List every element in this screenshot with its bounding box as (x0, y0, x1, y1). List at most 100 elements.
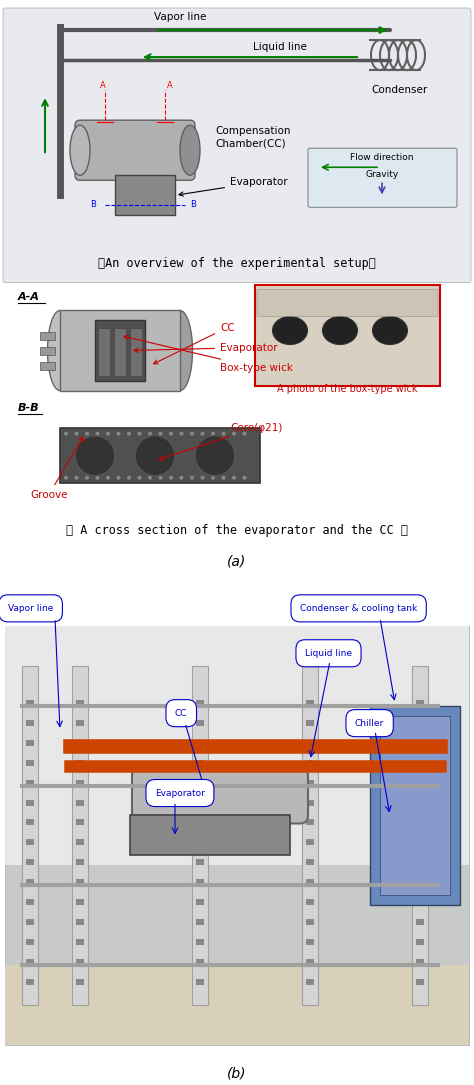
Bar (76, 840, 84, 845)
Bar (306, 979, 314, 985)
Text: Condenser: Condenser (372, 85, 428, 95)
Bar (40, 346, 55, 355)
Text: Flow direction: Flow direction (350, 153, 414, 163)
Bar (95, 320, 145, 381)
Circle shape (137, 475, 142, 480)
Bar (130, 328, 142, 375)
Bar (416, 819, 424, 826)
Circle shape (195, 436, 235, 475)
Circle shape (117, 432, 120, 436)
Circle shape (180, 432, 183, 436)
Bar (192, 666, 208, 1005)
Bar (60, 310, 180, 391)
Bar (306, 760, 314, 766)
FancyBboxPatch shape (75, 120, 195, 180)
Bar (76, 940, 84, 945)
Bar (196, 840, 204, 845)
Text: (a): (a) (228, 554, 246, 569)
Bar (416, 899, 424, 905)
Ellipse shape (167, 310, 192, 391)
Bar (412, 666, 428, 1005)
Circle shape (190, 432, 194, 436)
Ellipse shape (180, 125, 200, 176)
Circle shape (137, 432, 142, 436)
FancyBboxPatch shape (308, 149, 457, 207)
Bar (26, 879, 34, 885)
Bar (306, 779, 314, 786)
Ellipse shape (273, 317, 308, 345)
Circle shape (74, 432, 79, 436)
Bar (26, 740, 34, 745)
Bar (76, 779, 84, 786)
Text: Chiller: Chiller (355, 718, 384, 728)
Bar (76, 959, 84, 966)
Bar (5, 626, 469, 866)
Bar (115, 176, 175, 215)
Text: Compensation
Chamber(CC): Compensation Chamber(CC) (215, 127, 291, 148)
Bar (416, 700, 424, 705)
Bar (306, 719, 314, 726)
Bar (76, 800, 84, 805)
Bar (26, 800, 34, 805)
Text: B-B: B-B (18, 403, 40, 412)
Bar (370, 705, 460, 905)
Bar (306, 840, 314, 845)
Bar (130, 816, 290, 855)
Text: A-A: A-A (18, 293, 40, 303)
Circle shape (232, 432, 236, 436)
Text: A: A (100, 81, 106, 90)
Bar (306, 879, 314, 885)
Bar (26, 719, 34, 726)
Ellipse shape (322, 317, 357, 345)
Bar (26, 840, 34, 845)
Bar (196, 760, 204, 766)
Text: Liquid line: Liquid line (253, 42, 307, 52)
Text: Condenser & cooling tank: Condenser & cooling tank (300, 604, 417, 613)
Circle shape (135, 436, 175, 475)
Circle shape (243, 475, 246, 480)
Circle shape (169, 475, 173, 480)
Circle shape (211, 475, 215, 480)
Circle shape (158, 475, 163, 480)
Bar (306, 819, 314, 826)
Bar (76, 740, 84, 745)
FancyBboxPatch shape (3, 8, 471, 282)
Bar (196, 919, 204, 926)
Bar (60, 427, 260, 483)
Circle shape (211, 432, 215, 436)
Bar (416, 940, 424, 945)
Circle shape (221, 475, 226, 480)
Circle shape (85, 432, 89, 436)
Bar (76, 919, 84, 926)
Circle shape (64, 432, 68, 436)
Bar (302, 666, 318, 1005)
Bar (416, 979, 424, 985)
Circle shape (117, 475, 120, 480)
Bar (26, 760, 34, 766)
Bar (26, 700, 34, 705)
Bar (196, 719, 204, 726)
Text: (b): (b) (227, 1067, 247, 1080)
Text: Evaporator: Evaporator (155, 789, 205, 797)
Bar (76, 760, 84, 766)
Circle shape (221, 432, 226, 436)
FancyBboxPatch shape (257, 290, 438, 317)
Bar (416, 740, 424, 745)
Text: Evaporator: Evaporator (134, 343, 278, 353)
Bar (26, 819, 34, 826)
Bar (60, 310, 180, 391)
Bar (255, 285, 440, 385)
Circle shape (180, 475, 183, 480)
Circle shape (232, 475, 236, 480)
Circle shape (127, 475, 131, 480)
Circle shape (95, 432, 100, 436)
Bar (380, 716, 450, 895)
Text: A: A (167, 81, 173, 90)
Circle shape (106, 475, 110, 480)
Circle shape (148, 432, 152, 436)
Bar (22, 666, 38, 1005)
Ellipse shape (373, 317, 408, 345)
Bar (416, 859, 424, 866)
Bar (26, 859, 34, 866)
Bar (76, 819, 84, 826)
